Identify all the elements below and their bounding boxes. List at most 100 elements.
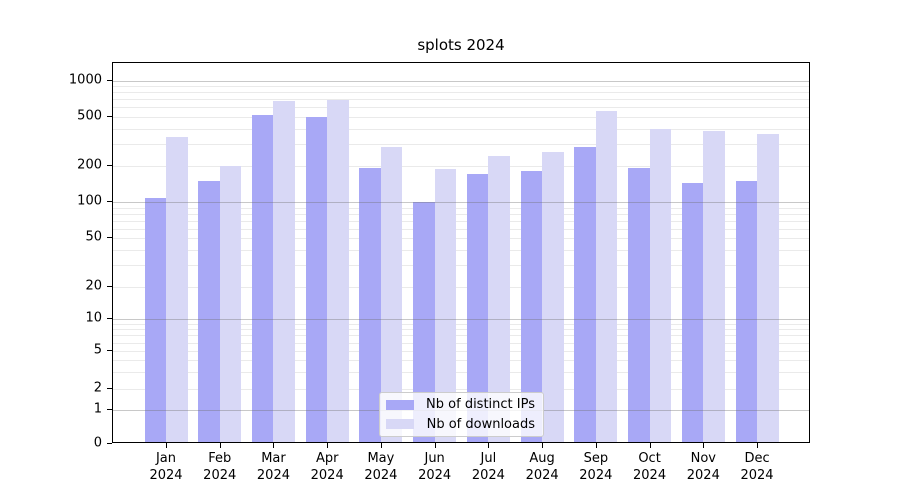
minor-gridline xyxy=(113,220,809,222)
y-tick-mark xyxy=(107,80,112,81)
bar-downloads xyxy=(380,147,403,442)
legend: Nb of distinct IPs Nb of downloads xyxy=(379,392,544,437)
minor-gridline xyxy=(113,213,809,215)
y-tick-mark xyxy=(107,201,112,202)
major-gridline xyxy=(113,81,809,82)
x-tick-mark xyxy=(757,443,759,448)
x-tick-label: Mar 2024 xyxy=(256,451,290,483)
bar-downloads xyxy=(273,100,295,442)
y-tick-mark xyxy=(107,409,112,410)
y-tick-label: 0 xyxy=(93,435,102,451)
legend-swatch-downloads xyxy=(386,419,414,430)
x-tick-mark xyxy=(488,443,490,448)
y-tick-label: 20 xyxy=(85,278,102,294)
bar-downloads xyxy=(703,131,725,442)
x-tick-label: Oct 2024 xyxy=(633,451,667,483)
y-tick-mark xyxy=(107,443,112,445)
x-tick-label: Feb 2024 xyxy=(203,451,237,483)
bar-distinct-ips xyxy=(735,180,758,442)
minor-gridline xyxy=(113,265,809,267)
x-tick-mark xyxy=(166,443,167,448)
major-gridline xyxy=(113,202,809,203)
minor-gridline xyxy=(113,389,809,391)
bar-downloads xyxy=(757,133,779,442)
bar-downloads xyxy=(166,137,188,442)
bar-distinct-ips xyxy=(359,168,381,442)
x-tick-label: Jan 2024 xyxy=(149,451,183,483)
minor-gridline xyxy=(113,128,809,130)
y-tick-label: 2 xyxy=(93,380,102,396)
minor-gridline xyxy=(113,207,809,209)
minor-gridline xyxy=(113,287,809,288)
bar-downloads xyxy=(327,99,349,442)
x-tick-label: Nov 2024 xyxy=(686,451,720,483)
chart-title: splots 2024 xyxy=(417,36,505,54)
x-tick-mark xyxy=(649,443,651,448)
minor-gridline xyxy=(113,351,809,352)
minor-gridline xyxy=(113,250,809,252)
bar-distinct-ips xyxy=(466,174,489,442)
minor-gridline xyxy=(113,329,809,331)
minor-gridline xyxy=(113,323,809,325)
bar-downloads xyxy=(595,110,618,442)
x-tick-label: Jul 2024 xyxy=(471,451,505,483)
bar-distinct-ips xyxy=(413,201,435,442)
bar-distinct-ips xyxy=(520,171,543,442)
minor-gridline xyxy=(113,335,809,337)
bar-distinct-ips xyxy=(574,147,596,442)
minor-gridline xyxy=(113,372,809,374)
x-tick-label: Aug 2024 xyxy=(525,451,559,483)
y-tick-mark xyxy=(107,318,112,319)
legend-label: Nb of distinct IPs xyxy=(426,397,535,413)
x-tick-label: Sep 2024 xyxy=(579,451,613,483)
legend-label: Nb of downloads xyxy=(426,416,535,432)
bar-distinct-ips xyxy=(251,114,274,442)
y-tick-label: 500 xyxy=(77,108,102,124)
minor-gridline xyxy=(113,144,809,146)
x-tick-mark xyxy=(273,443,275,448)
legend-entry: Nb of distinct IPs xyxy=(386,397,535,413)
minor-gridline xyxy=(113,107,809,109)
minor-gridline xyxy=(113,228,809,230)
x-tick-mark xyxy=(542,443,544,448)
minor-gridline xyxy=(113,238,809,240)
y-tick-mark xyxy=(107,237,112,239)
y-tick-mark xyxy=(107,115,112,117)
x-tick-mark xyxy=(434,443,436,448)
x-tick-mark xyxy=(703,443,705,448)
bar-distinct-ips xyxy=(198,180,220,442)
plot-area xyxy=(112,62,810,443)
y-tick-label: 200 xyxy=(77,157,102,173)
legend-entry: Nb of downloads xyxy=(386,417,535,433)
x-tick-label: Dec 2024 xyxy=(740,451,774,483)
minor-gridline xyxy=(113,86,809,88)
x-tick-mark xyxy=(219,443,221,448)
y-tick-mark xyxy=(107,286,112,287)
bar-downloads xyxy=(649,128,672,442)
legend-swatch-distinct-ips xyxy=(386,399,414,410)
y-tick-label: 1 xyxy=(93,401,102,417)
minor-gridline xyxy=(113,342,809,344)
major-gridline xyxy=(113,319,809,320)
bar-downloads xyxy=(219,165,242,442)
bar-distinct-ips xyxy=(681,182,704,442)
y-tick-label: 5 xyxy=(93,342,102,358)
bar-downloads xyxy=(434,169,457,442)
x-tick-label: Apr 2024 xyxy=(310,451,344,483)
x-tick-mark xyxy=(595,443,597,448)
minor-gridline xyxy=(113,360,809,362)
minor-gridline xyxy=(113,92,809,94)
minor-gridline xyxy=(113,166,809,167)
y-tick-mark xyxy=(107,350,112,351)
x-tick-mark xyxy=(380,443,382,448)
y-tick-label: 10 xyxy=(85,310,102,326)
x-tick-label: May 2024 xyxy=(364,451,398,483)
minor-gridline xyxy=(113,99,809,101)
bar-distinct-ips xyxy=(144,197,166,442)
y-tick-mark xyxy=(107,388,112,390)
y-tick-mark xyxy=(107,165,112,166)
y-tick-label: 50 xyxy=(85,229,102,245)
x-tick-label: Jun 2024 xyxy=(418,451,452,483)
bar-distinct-ips xyxy=(305,116,328,442)
